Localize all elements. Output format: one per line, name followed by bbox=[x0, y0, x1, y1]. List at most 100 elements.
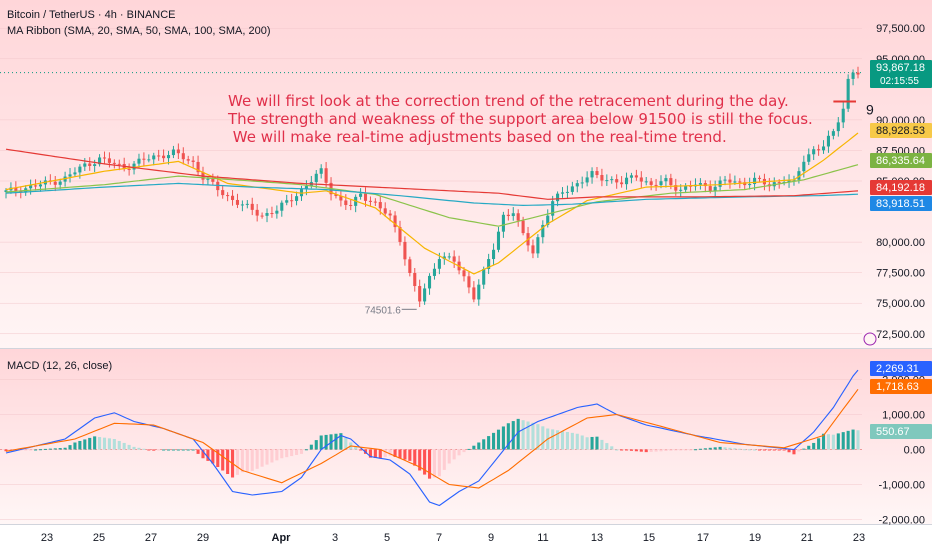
macd-histogram-bar bbox=[359, 449, 363, 451]
candle-body bbox=[240, 204, 244, 206]
macd-histogram-bar bbox=[733, 448, 737, 450]
macd-histogram-bar bbox=[826, 434, 830, 450]
macd-histogram-bar bbox=[181, 449, 185, 451]
macd-histogram-bar bbox=[226, 449, 230, 474]
macd-histogram-bar bbox=[398, 449, 402, 459]
price-tick-label: 77,500.00 bbox=[876, 268, 925, 280]
candle-body bbox=[196, 161, 200, 173]
macd-histogram-bar bbox=[73, 442, 77, 450]
time-tick-label: 23 bbox=[853, 532, 865, 544]
candle-body bbox=[595, 171, 599, 176]
macd-histogram-bar bbox=[117, 440, 121, 450]
candle-body bbox=[270, 213, 274, 215]
macd-histogram-bar bbox=[250, 449, 254, 471]
macd-histogram-bar bbox=[14, 449, 18, 451]
macd-histogram-bar bbox=[176, 449, 180, 451]
candle-body bbox=[590, 171, 594, 178]
time-tick-label: 17 bbox=[697, 532, 709, 544]
macd-histogram-bar bbox=[383, 449, 387, 457]
macd-histogram-bar bbox=[442, 449, 446, 470]
candle-body bbox=[423, 288, 427, 302]
price-tick-label: 80,000.00 bbox=[876, 237, 925, 249]
candle-body bbox=[851, 72, 855, 79]
macd-histogram-bar bbox=[432, 449, 437, 478]
macd-pane-background bbox=[0, 349, 932, 524]
candle-body bbox=[181, 153, 185, 160]
macd-histogram-bar bbox=[304, 449, 308, 451]
macd-histogram-bar bbox=[708, 447, 712, 450]
candle-body bbox=[319, 168, 323, 174]
macd-histogram-bar bbox=[240, 449, 244, 473]
macd-histogram-bar bbox=[393, 449, 397, 457]
candle-body bbox=[580, 182, 584, 184]
candle-body bbox=[487, 259, 491, 269]
candle-body bbox=[531, 245, 535, 254]
macd-histogram-bar bbox=[492, 432, 496, 450]
macd-histogram-bar bbox=[812, 442, 816, 450]
candle-body bbox=[536, 237, 540, 254]
candle-body bbox=[708, 186, 712, 191]
macd-histogram-bar bbox=[206, 449, 210, 461]
candle-body bbox=[260, 215, 264, 217]
macd-histogram-bar bbox=[122, 442, 126, 450]
candle-body bbox=[383, 208, 387, 214]
candle-body bbox=[250, 203, 254, 210]
macd-histogram-bar bbox=[260, 449, 264, 467]
candle-body bbox=[285, 200, 289, 203]
macd-histogram-bar bbox=[570, 432, 574, 450]
symbol-title: Bitcoin / TetherUS · 4h · BINANCE bbox=[7, 9, 176, 21]
macd-histogram-bar bbox=[88, 437, 92, 450]
candle-body bbox=[186, 159, 190, 161]
macd-histogram-bar bbox=[270, 449, 274, 463]
macd-histogram-bar bbox=[93, 436, 97, 450]
candle-body bbox=[462, 270, 466, 277]
candle-body bbox=[88, 163, 92, 166]
candle-body bbox=[477, 284, 481, 300]
candle-body bbox=[53, 181, 57, 185]
macd-histogram-bar bbox=[418, 449, 422, 471]
macd-histogram-bar bbox=[78, 440, 82, 450]
candle-body bbox=[511, 213, 515, 217]
macd-histogram-bar bbox=[679, 449, 683, 451]
macd-histogram-bar bbox=[280, 449, 284, 459]
candle-body bbox=[516, 213, 520, 221]
price-badge-value: 86,335.64 bbox=[876, 155, 925, 167]
candle-body bbox=[314, 173, 318, 183]
candle-body bbox=[817, 149, 821, 151]
time-tick-label: 9 bbox=[488, 532, 494, 544]
macd-badge bbox=[870, 361, 932, 376]
candle-body bbox=[171, 149, 175, 156]
annotation-line: We will make real-time adjustments based… bbox=[228, 128, 727, 146]
candle-body bbox=[659, 181, 663, 186]
candle-body bbox=[797, 171, 801, 180]
candle-body bbox=[733, 181, 737, 183]
candle-body bbox=[570, 186, 574, 192]
candle-body bbox=[610, 179, 614, 181]
candle-body bbox=[265, 213, 269, 216]
candle-body bbox=[334, 194, 338, 196]
candle-body bbox=[403, 241, 407, 260]
candle-body bbox=[826, 135, 830, 147]
macd-histogram-bar bbox=[299, 449, 304, 454]
candle-body bbox=[624, 177, 629, 185]
candle-body bbox=[344, 200, 348, 206]
time-tick-label: 25 bbox=[93, 532, 105, 544]
macd-histogram-bar bbox=[762, 449, 766, 451]
time-tick-label: 15 bbox=[643, 532, 655, 544]
macd-histogram-bar bbox=[152, 449, 156, 451]
price-badge bbox=[870, 60, 932, 88]
macd-histogram-bar bbox=[792, 449, 796, 455]
candle-body bbox=[452, 256, 456, 262]
macd-histogram-bar bbox=[620, 449, 624, 451]
candle-body bbox=[748, 184, 752, 186]
candle-body bbox=[437, 259, 441, 269]
macd-histogram-bar bbox=[290, 449, 294, 457]
macd-histogram-bar bbox=[851, 429, 855, 450]
candle-body bbox=[831, 131, 835, 136]
candle-body bbox=[166, 155, 171, 159]
macd-badge bbox=[870, 424, 932, 439]
candle-body bbox=[836, 122, 840, 132]
candle-body bbox=[132, 163, 136, 170]
macd-histogram-bar bbox=[777, 449, 781, 451]
